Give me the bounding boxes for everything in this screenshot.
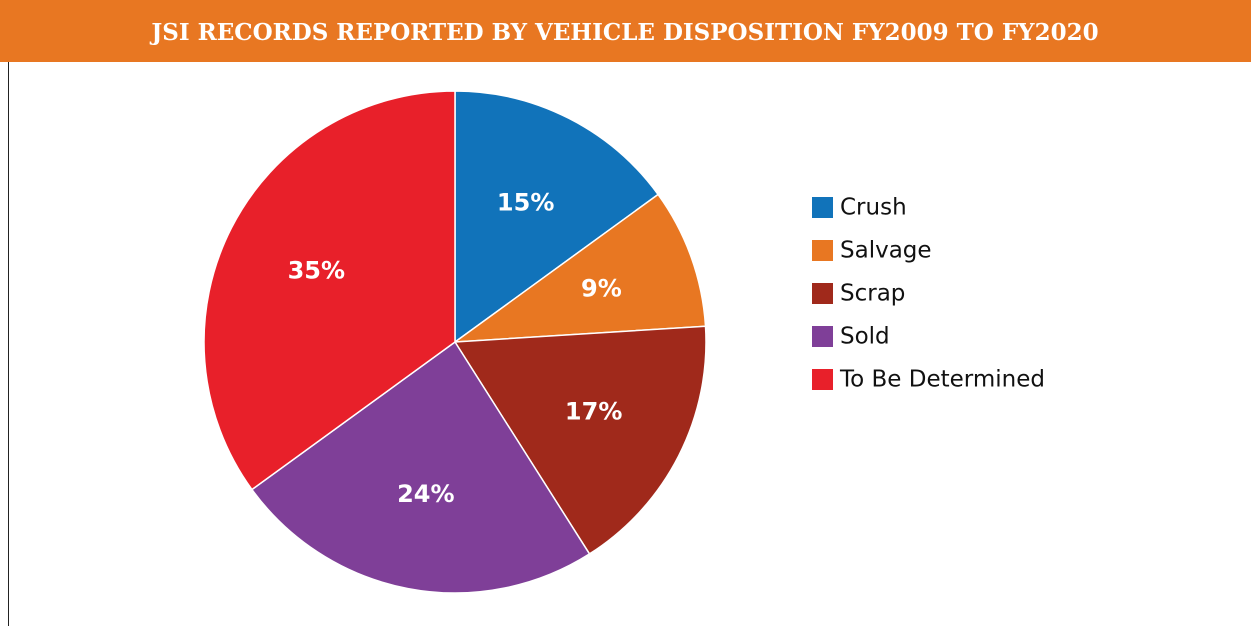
slice-label: 9% <box>581 274 622 302</box>
slice-label: 17% <box>565 398 622 426</box>
title-bar <box>0 0 1251 62</box>
pie-slice <box>452 193 707 343</box>
legend-swatch <box>812 369 833 390</box>
legend-swatch <box>812 326 833 347</box>
chart-title: JSI RECORDS REPORTED BY VEHICLE DISPOSIT… <box>149 19 1098 46</box>
legend-label: Crush <box>840 195 907 221</box>
legend-label: Sold <box>840 324 890 350</box>
legend-swatch <box>812 283 833 304</box>
legend-label: Scrap <box>840 281 905 307</box>
pie-slice <box>453 325 707 555</box>
pie-slice <box>454 90 660 344</box>
pie-slice <box>203 90 456 491</box>
legend-label: Salvage <box>840 238 932 264</box>
legend-swatch <box>812 240 833 261</box>
pie-slice <box>250 340 591 594</box>
legend-label: To Be Determined <box>839 367 1045 393</box>
slice-label: 35% <box>288 256 345 284</box>
legend-swatch <box>812 197 833 218</box>
slice-label: 15% <box>497 188 554 216</box>
slice-label: 24% <box>397 480 454 508</box>
